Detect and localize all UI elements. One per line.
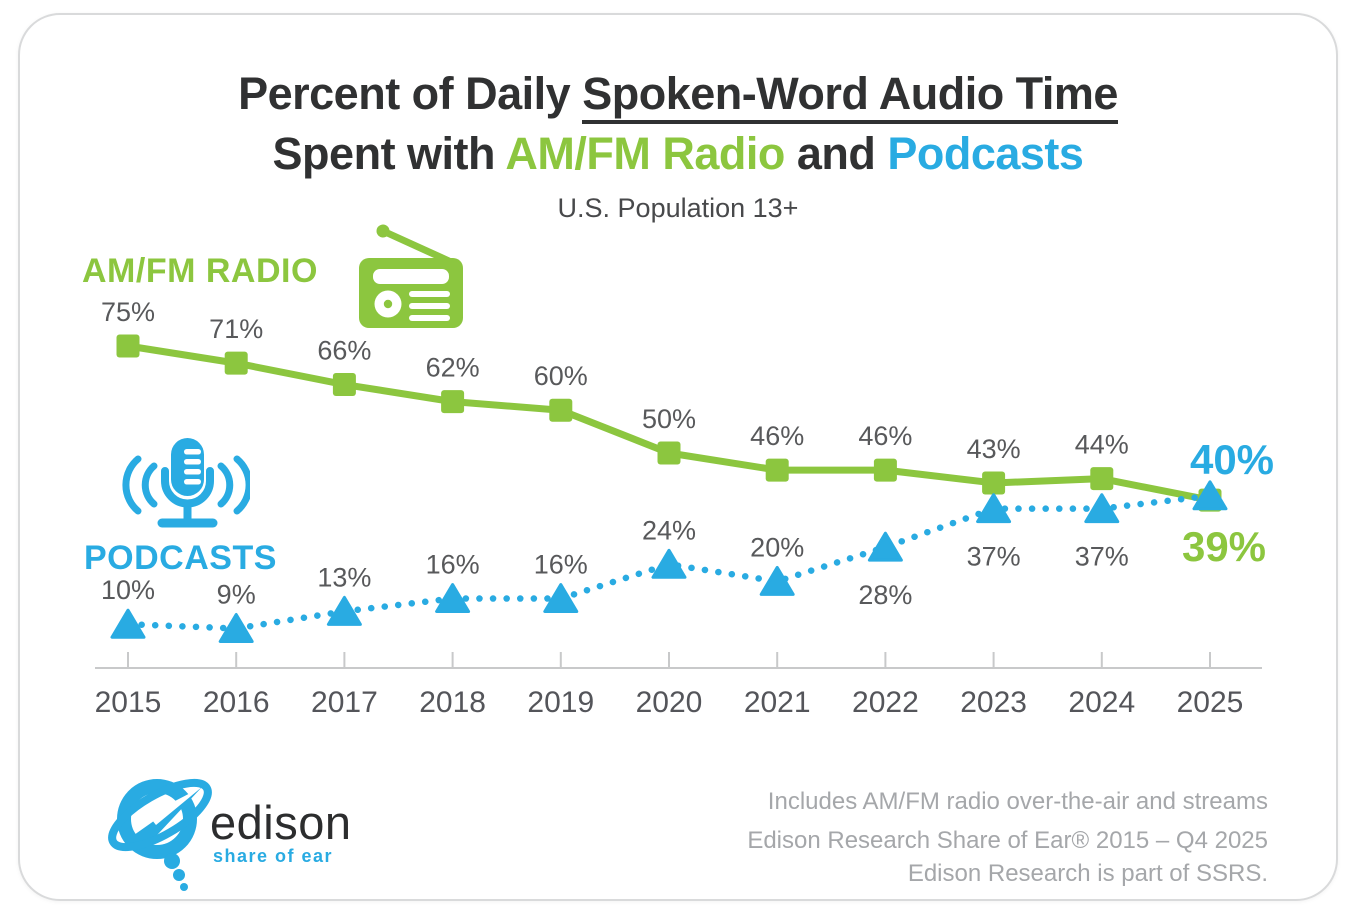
radio-marker-2017 bbox=[332, 373, 356, 397]
year-label-2025: 2025 bbox=[1177, 686, 1244, 719]
year-label-2019: 2019 bbox=[527, 686, 594, 719]
note-source: Edison Research Share of Ear® 2015 – Q4 … bbox=[747, 827, 1268, 854]
title-and: and bbox=[784, 128, 888, 179]
radio-label-2018: 62% bbox=[426, 353, 480, 383]
radio-label-2015: 75% bbox=[101, 297, 155, 327]
title-line2-prefix: Spent with bbox=[272, 128, 506, 179]
podcasts-label-2016: 9% bbox=[217, 579, 256, 609]
radio-marker-2018 bbox=[441, 390, 465, 414]
year-label-2018: 2018 bbox=[419, 686, 486, 719]
podcasts-marker-2024 bbox=[1084, 493, 1120, 524]
note-includes: Includes AM/FM radio over-the-air and st… bbox=[767, 788, 1268, 815]
radio-icon bbox=[356, 221, 468, 338]
podcasts-marker-2019 bbox=[543, 583, 579, 614]
chart-subtitle: U.S. Population 13+ bbox=[557, 193, 799, 223]
podcasts-series-label: PODCASTS bbox=[84, 539, 277, 577]
podcasts-marker-2021 bbox=[759, 565, 795, 596]
podcasts-label-2021: 20% bbox=[750, 532, 804, 562]
radio-final-label: 39% bbox=[1182, 523, 1266, 570]
note-ssrs: Edison Research is part of SSRS. bbox=[907, 860, 1268, 887]
radio-marker-2021 bbox=[765, 458, 789, 482]
title-radio-phrase: AM/FM Radio bbox=[505, 128, 785, 179]
title-podcasts-phrase: Podcasts bbox=[887, 128, 1084, 179]
year-label-2022: 2022 bbox=[852, 686, 919, 719]
podcast-mic-icon bbox=[116, 433, 253, 540]
podcasts-label-2018: 16% bbox=[426, 550, 480, 580]
year-label-2017: 2017 bbox=[311, 686, 378, 719]
edison-logo-tagline: share of ear bbox=[213, 846, 334, 866]
radio-marker-2015 bbox=[116, 334, 140, 358]
radio-marker-2023 bbox=[982, 471, 1006, 495]
year-label-2015: 2015 bbox=[95, 686, 162, 719]
chart-card: Percent of Daily Spoken-Word Audio Time … bbox=[18, 13, 1338, 901]
radio-marker-2020 bbox=[657, 441, 681, 465]
radio-label-2017: 66% bbox=[317, 336, 371, 366]
podcasts-marker-2022 bbox=[867, 531, 903, 562]
podcasts-label-2015: 10% bbox=[101, 575, 155, 605]
chart-title-line2: Spent with AM/FM Radio and Podcasts bbox=[20, 123, 1336, 185]
title-underlined-phrase: Spoken-Word Audio Time bbox=[582, 68, 1118, 124]
title-block: Percent of Daily Spoken-Word Audio Time … bbox=[20, 65, 1336, 224]
podcasts-marker-2025 bbox=[1192, 480, 1228, 511]
year-label-2024: 2024 bbox=[1068, 686, 1135, 719]
podcasts-label-2023: 37% bbox=[967, 542, 1021, 572]
podcasts-final-label: 40% bbox=[1190, 436, 1274, 483]
radio-label-2024: 44% bbox=[1075, 430, 1129, 460]
podcasts-marker-2016 bbox=[218, 612, 254, 643]
year-label-2023: 2023 bbox=[960, 686, 1027, 719]
radio-label-2022: 46% bbox=[858, 421, 912, 451]
radio-marker-2024 bbox=[1090, 467, 1114, 491]
podcasts-line bbox=[124, 492, 1214, 632]
year-label-2021: 2021 bbox=[744, 686, 811, 719]
podcasts-label-2020: 24% bbox=[642, 515, 696, 545]
podcasts-label-2017: 13% bbox=[317, 562, 371, 592]
radio-label-2021: 46% bbox=[750, 421, 804, 451]
podcasts-label-2022: 28% bbox=[858, 580, 912, 610]
radio-series-label: AM/FM RADIO bbox=[82, 252, 318, 290]
podcasts-marker-2015 bbox=[110, 608, 146, 639]
podcasts-label-2019: 16% bbox=[534, 550, 588, 580]
podcasts-marker-2017 bbox=[326, 595, 362, 626]
chart-title-line1: Percent of Daily Spoken-Word Audio Time bbox=[20, 65, 1336, 124]
edison-logo-icon bbox=[104, 763, 226, 908]
source-notes: Includes AM/FM radio over-the-air and st… bbox=[747, 785, 1268, 890]
radio-marker-2016 bbox=[224, 351, 248, 375]
radio-marker-2019 bbox=[549, 398, 573, 422]
podcasts-marker-2018 bbox=[435, 583, 471, 614]
radio-label-2019: 60% bbox=[534, 361, 588, 391]
podcasts-marker-2023 bbox=[976, 493, 1012, 524]
radio-label-2020: 50% bbox=[642, 404, 696, 434]
title-prefix: Percent of Daily bbox=[238, 68, 583, 119]
edison-logo-text: edison bbox=[210, 796, 352, 849]
year-label-2016: 2016 bbox=[203, 686, 270, 719]
radio-marker-2022 bbox=[873, 458, 897, 482]
podcasts-marker-2020 bbox=[651, 548, 687, 579]
year-label-2020: 2020 bbox=[636, 686, 703, 719]
podcasts-label-2024: 37% bbox=[1075, 542, 1129, 572]
radio-label-2023: 43% bbox=[967, 434, 1021, 464]
radio-label-2016: 71% bbox=[209, 314, 263, 344]
